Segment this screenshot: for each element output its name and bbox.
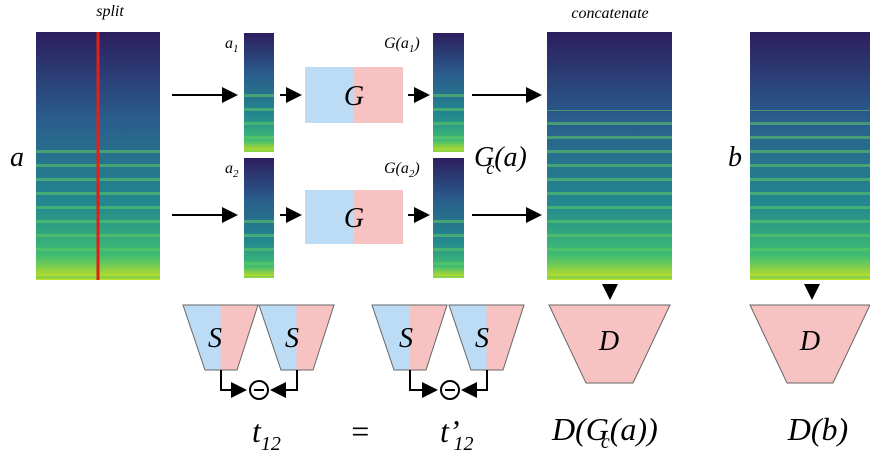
discriminators [549,305,870,383]
diagram: split a a1 a2 G G G(a1) G(a2) concatenat… [0,0,870,455]
label: G(a1) [384,35,420,55]
label: D [799,326,820,357]
siamese-nets [183,305,524,399]
label: a [10,142,24,173]
label: = [349,413,371,449]
label: D [598,326,619,357]
caption: concatenate [571,5,648,22]
label: t’12 [440,413,474,455]
label: a1 [225,35,239,55]
label: G [344,203,364,234]
label: a2 [225,160,239,180]
caption: split [96,3,124,20]
label: S [475,323,489,354]
label: t12 [252,413,281,455]
label: D(b) [787,411,848,447]
label: S [399,323,413,354]
label: D(Gc(a)) [551,411,658,453]
label: S [285,323,299,354]
spectrograms [36,32,870,280]
label: G [344,81,364,112]
label: Gc(a) [474,142,527,178]
label: G(a2) [384,160,420,180]
label: S [208,323,222,354]
label: b [728,142,742,173]
